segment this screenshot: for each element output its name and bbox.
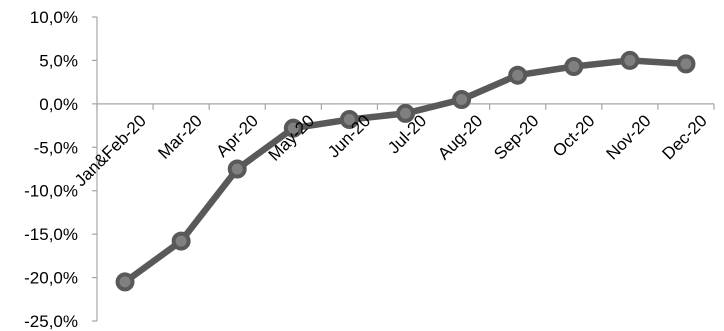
x-tick-label: Sep-20 xyxy=(490,111,542,163)
data-point xyxy=(620,50,640,70)
data-point xyxy=(339,109,359,129)
x-tick-label: Dec-20 xyxy=(659,111,711,163)
data-point xyxy=(171,231,191,251)
data-point xyxy=(564,57,584,77)
x-tick-label: Mar-20 xyxy=(154,111,206,163)
y-tick-label: -25,0% xyxy=(24,312,78,331)
y-tick-label: 10,0% xyxy=(30,8,78,27)
x-tick-label: Jan&Feb-20 xyxy=(71,111,150,190)
y-tick-label: -20,0% xyxy=(24,269,78,288)
x-tick-label: Oct-20 xyxy=(549,111,599,161)
y-tick-label: 0,0% xyxy=(39,95,78,114)
x-tick-labels: Jan&Feb-20 Mar-20 Apr-20 May-20 Jun-20 Jul-20… xyxy=(71,111,711,190)
data-point xyxy=(676,54,696,74)
series-polyline xyxy=(121,57,690,286)
data-point xyxy=(115,272,135,292)
x-tick-label: Aug-20 xyxy=(434,111,486,163)
data-point xyxy=(508,65,528,85)
y-axis: 10,0% 5,0% 0,0% -5,0% -10,0% -15,0% -20,0% -25,… xyxy=(24,8,98,331)
y-tick-label: 5,0% xyxy=(39,51,78,70)
y-tick-label: -10,0% xyxy=(24,182,78,201)
data-point xyxy=(227,159,247,179)
x-tick-label: Nov-20 xyxy=(602,111,654,163)
data-point xyxy=(396,103,415,123)
y-tick-label: -15,0% xyxy=(24,225,78,244)
data-point xyxy=(452,90,472,110)
data-point xyxy=(283,118,303,138)
y-tick-label: -5,0% xyxy=(34,138,78,157)
series-line xyxy=(115,50,696,292)
